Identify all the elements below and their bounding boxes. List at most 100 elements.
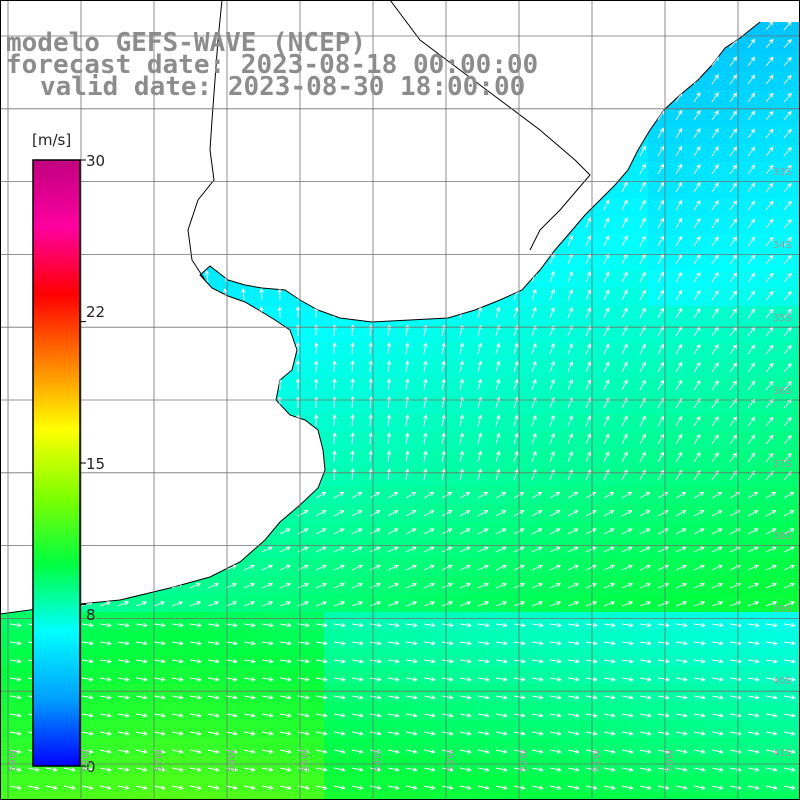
wind-speed-cell	[216, 792, 235, 800]
wind-arrow	[405, 492, 416, 499]
wind-arrow-head	[537, 528, 543, 533]
wind-speed-cell	[612, 666, 631, 685]
wind-arrow	[369, 433, 372, 445]
wind-speed-cell	[702, 792, 721, 800]
wind-speed-cell	[522, 720, 541, 739]
wind-arrow	[261, 565, 273, 571]
wind-speed-cell	[792, 144, 800, 163]
wind-arrow	[729, 92, 737, 103]
wind-arrow-head	[769, 380, 774, 386]
wind-arrow	[657, 128, 664, 139]
wind-arrow	[567, 528, 578, 535]
wind-arrow	[585, 492, 596, 499]
wind-arrow-head	[350, 396, 355, 401]
wind-speed-cell	[684, 306, 703, 325]
wind-arrow	[729, 583, 741, 589]
wind-arrow	[783, 601, 795, 607]
wind-arrow-head	[790, 601, 796, 606]
wind-arrow	[729, 110, 737, 121]
wind-speed-cell	[342, 558, 361, 577]
wind-arrow-head	[605, 289, 610, 295]
wind-arrow-head	[696, 163, 701, 169]
wind-arrow-head	[322, 601, 328, 606]
wind-speed-cell	[486, 720, 505, 739]
wind-arrow	[279, 601, 291, 607]
wind-speed-cell	[414, 432, 433, 451]
wind-speed-cell	[450, 342, 469, 361]
wind-arrow	[783, 345, 792, 355]
wind-speed-cell	[432, 666, 451, 685]
wind-arrow	[783, 201, 792, 211]
wind-arrow-head	[573, 510, 579, 515]
wind-speed-cell	[324, 648, 343, 667]
wind-speed-cell	[738, 630, 757, 649]
wind-speed-cell	[594, 216, 613, 235]
wind-speed-cell	[0, 792, 19, 800]
wind-speed-cell	[720, 180, 739, 199]
wind-speed-cell	[720, 468, 739, 487]
wind-speed-cell	[738, 90, 757, 109]
wind-arrow-head	[465, 510, 471, 515]
wind-speed-cell	[774, 72, 793, 91]
wind-speed-cell	[396, 792, 415, 800]
wind-arrow-head	[393, 492, 399, 497]
wind-arrow-head	[386, 342, 392, 347]
wind-arrow-head	[502, 582, 508, 588]
wind-speed-cell	[126, 720, 145, 739]
wind-speed-cell	[792, 540, 800, 559]
wind-speed-cell	[756, 756, 775, 775]
wind-arrow-head	[609, 510, 615, 515]
wind-arrow-head	[568, 396, 574, 402]
wind-arrow	[459, 510, 470, 517]
wind-arrow	[477, 601, 489, 607]
wind-speed-cell	[648, 666, 667, 685]
wind-arrow-head	[696, 415, 701, 421]
wind-arrow	[675, 546, 687, 553]
wind-arrow	[477, 528, 488, 535]
wind-arrow-head	[160, 601, 166, 606]
wind-speed-cell	[162, 702, 181, 721]
wind-arrow-head	[699, 528, 705, 533]
wind-arrow-head	[678, 343, 683, 349]
wind-speed-cell	[378, 540, 397, 559]
wind-speed-cell	[630, 432, 649, 451]
wind-arrow-head	[555, 492, 561, 497]
wind-speed-cell	[486, 378, 505, 397]
wind-arrow-head	[769, 38, 774, 44]
wind-arrow	[549, 583, 561, 589]
wind-speed-cell	[252, 576, 271, 595]
wind-arrow	[747, 492, 758, 499]
wind-speed-cell	[576, 666, 595, 685]
wind-speed-cell	[486, 738, 505, 757]
wind-speed-cell	[756, 36, 775, 55]
wind-arrow	[567, 623, 579, 626]
wind-speed-cell	[450, 450, 469, 469]
wind-arrow	[657, 510, 668, 517]
wind-arrow	[423, 361, 427, 373]
wind-speed-cell	[738, 702, 757, 721]
wind-arrow	[477, 492, 488, 499]
wind-arrow	[117, 601, 129, 607]
wind-arrow-head	[465, 492, 471, 497]
wind-arrow	[783, 111, 792, 121]
wind-speed-cell	[612, 684, 631, 703]
wind-speed-cell	[522, 756, 541, 775]
wind-arrow	[783, 147, 792, 157]
wind-arrow	[693, 470, 701, 481]
wind-speed-cell	[666, 612, 685, 631]
wind-speed-cell	[594, 648, 613, 667]
wind-speed-cell	[612, 414, 631, 433]
wind-arrow	[585, 433, 591, 445]
wind-speed-cell	[630, 324, 649, 343]
wind-speed-cell	[720, 378, 739, 397]
wind-speed-cell	[684, 576, 703, 595]
wind-arrow	[675, 290, 683, 301]
wind-speed-cell	[306, 324, 325, 343]
wind-speed-cell	[504, 594, 523, 613]
wind-speed-cell	[612, 432, 631, 451]
wind-arrow	[693, 510, 704, 517]
wind-speed-cell	[684, 270, 703, 289]
wind-arrow	[495, 469, 500, 481]
wind-speed-cell	[774, 324, 793, 343]
wind-arrow	[747, 92, 756, 103]
